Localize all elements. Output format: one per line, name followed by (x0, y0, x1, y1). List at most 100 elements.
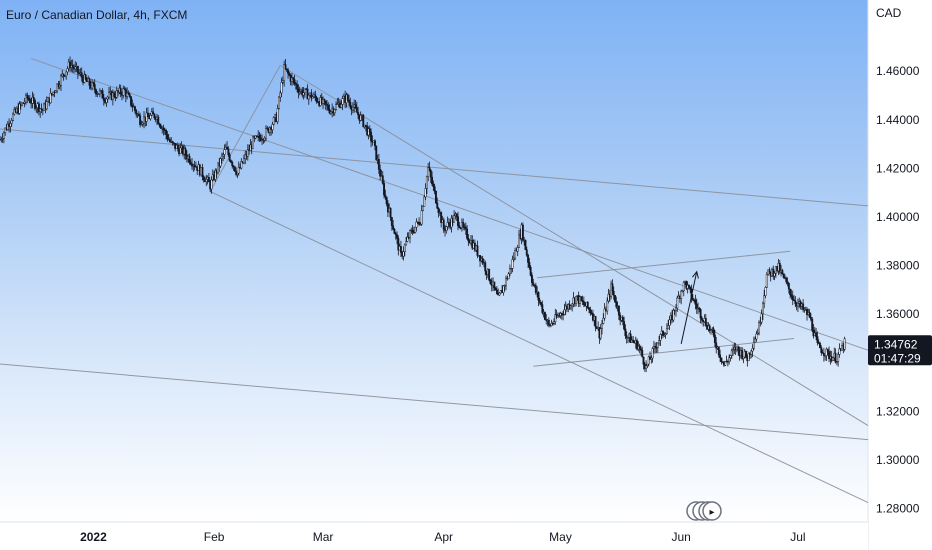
candle-body (272, 117, 275, 125)
candle-body (457, 216, 459, 227)
candle-body (58, 85, 61, 87)
candle-body (258, 134, 261, 139)
candle-body (768, 269, 771, 272)
candle-body (624, 328, 627, 336)
candle-body (220, 155, 223, 159)
candle-body (252, 136, 254, 149)
candle-body (223, 149, 226, 155)
candle-body (311, 96, 314, 99)
projection-arrow (680, 271, 698, 344)
candle-body (642, 356, 645, 365)
candle-body (765, 274, 768, 288)
candle-body (288, 73, 291, 76)
candle-body (689, 286, 692, 290)
candle-body (12, 113, 14, 121)
candle-body (796, 303, 799, 307)
candle-body (420, 210, 423, 225)
candle-body (464, 226, 467, 230)
candle-body (52, 91, 55, 95)
candle-body (514, 249, 517, 259)
candle-body (411, 229, 414, 233)
candle-body (594, 316, 597, 328)
candle-body (133, 106, 136, 111)
candle-body (664, 333, 667, 335)
candle-body (636, 340, 639, 350)
candle-body (354, 104, 357, 108)
y-tick-label: 1.42000 (876, 161, 920, 175)
candle-body (732, 349, 735, 352)
chart-title: Euro / Canadian Dollar, 4h, FXCM (6, 8, 188, 22)
candle-body (335, 104, 337, 110)
candle-body (384, 194, 387, 198)
candle-body (819, 342, 821, 349)
candle-body (293, 79, 296, 84)
candle-body (462, 222, 465, 228)
candle-body (728, 357, 731, 362)
candle-body (91, 82, 94, 89)
candle-body (49, 93, 52, 104)
candle-body (351, 107, 354, 111)
candle-body (772, 268, 775, 277)
candle-body (244, 154, 247, 160)
candle-body (538, 299, 541, 303)
candle-body (603, 308, 606, 319)
candle-body (627, 337, 629, 339)
candle-body (419, 223, 422, 226)
candle-body (405, 241, 408, 246)
candle-body (481, 258, 484, 264)
candle-body (276, 108, 279, 122)
candle-body (730, 350, 733, 356)
candle-body (537, 292, 540, 301)
candle-body (235, 170, 238, 175)
candle-body (0, 139, 3, 141)
candle-body (675, 307, 677, 311)
candle-body (18, 103, 21, 114)
candle-body (184, 148, 187, 156)
candle-body (781, 270, 784, 274)
candle-body (445, 226, 448, 232)
candle-body (298, 91, 301, 93)
candle-body (271, 124, 274, 131)
candle-body (240, 161, 243, 169)
candle-body (307, 94, 310, 100)
candle-body (393, 228, 396, 234)
candle-body (563, 309, 566, 315)
candle-body (92, 82, 95, 85)
candle-body (35, 107, 38, 109)
projection-arrowhead (692, 270, 699, 279)
candle-body (789, 288, 792, 296)
price-axis (868, 0, 932, 550)
candle-body (427, 167, 430, 178)
candle-body (390, 217, 393, 226)
plot-area[interactable] (0, 0, 868, 522)
candle-body (720, 357, 723, 362)
candle-body (700, 317, 703, 321)
candle-body (383, 183, 385, 196)
candle-body (650, 357, 653, 360)
candle-body (750, 350, 753, 355)
candle-body (614, 295, 616, 303)
candle-body (34, 100, 36, 109)
candle-body (575, 296, 578, 304)
candle-body (171, 141, 174, 143)
candle-body (189, 162, 192, 165)
candle-body (820, 347, 823, 353)
candle-body (698, 307, 701, 310)
candle-body (24, 94, 27, 103)
candle-body (389, 207, 392, 218)
candle-body (602, 317, 605, 324)
candle-body (340, 104, 343, 108)
candle-body (71, 65, 74, 68)
candle-body (601, 323, 603, 329)
candle-body (558, 315, 561, 317)
candle-body (466, 228, 469, 239)
candle-body (726, 361, 729, 363)
candle-body (446, 222, 449, 227)
candle-body (415, 221, 418, 228)
candle-body (62, 73, 65, 76)
x-tick-label: Mar (313, 530, 334, 544)
candle-body (802, 303, 805, 310)
candle-body (826, 348, 829, 352)
